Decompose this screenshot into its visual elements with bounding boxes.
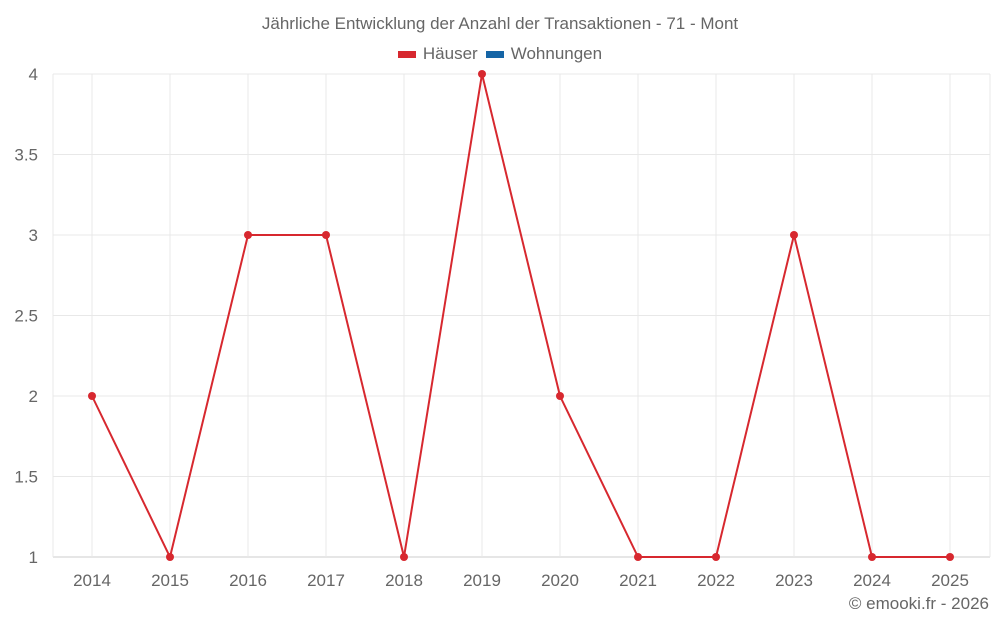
x-tick-label: 2022 xyxy=(697,571,735,590)
x-tick-label: 2015 xyxy=(151,571,189,590)
y-tick-label: 2.5 xyxy=(14,307,38,326)
legend-item-haeuser[interactable]: Häuser xyxy=(397,44,478,64)
x-tick-label: 2016 xyxy=(229,571,267,590)
data-point xyxy=(634,553,642,561)
data-point xyxy=(322,231,330,239)
x-tick-label: 2014 xyxy=(73,571,111,590)
y-tick-label: 3.5 xyxy=(14,146,38,165)
y-tick-label: 4 xyxy=(29,65,38,84)
x-tick-label: 2020 xyxy=(541,571,579,590)
y-tick-label: 1.5 xyxy=(14,468,38,487)
data-point xyxy=(712,553,720,561)
y-tick-label: 2 xyxy=(29,387,38,406)
data-point xyxy=(400,553,408,561)
legend: Häuser Wohnungen xyxy=(0,44,1000,64)
chart-title: Jährliche Entwicklung der Anzahl der Tra… xyxy=(261,14,739,33)
data-point xyxy=(88,392,96,400)
x-tick-label: 2023 xyxy=(775,571,813,590)
legend-item-wohnungen[interactable]: Wohnungen xyxy=(485,44,603,64)
series-line xyxy=(91,73,950,560)
y-tick-label: 1 xyxy=(29,548,38,567)
x-tick-label: 2017 xyxy=(307,571,345,590)
data-point xyxy=(946,553,954,561)
legend-swatch-haeuser xyxy=(397,50,416,58)
x-tick-label: 2018 xyxy=(385,571,423,590)
credit-text: © emooki.fr - 2026 xyxy=(848,594,989,613)
data-point xyxy=(478,70,486,78)
data-point xyxy=(166,553,174,561)
data-point xyxy=(244,231,252,239)
legend-label-haeuser: Häuser xyxy=(422,44,478,63)
legend-label-wohnungen: Wohnungen xyxy=(510,44,603,63)
data-point xyxy=(556,392,564,400)
data-point xyxy=(790,231,798,239)
x-tick-label: 2024 xyxy=(853,571,891,590)
x-tick-label: 2019 xyxy=(463,571,501,590)
x-tick-label: 2025 xyxy=(931,571,969,590)
data-point xyxy=(868,553,876,561)
y-tick-label: 3 xyxy=(29,226,38,245)
x-tick-label: 2021 xyxy=(619,571,657,590)
legend-swatch-wohnungen xyxy=(485,50,504,58)
